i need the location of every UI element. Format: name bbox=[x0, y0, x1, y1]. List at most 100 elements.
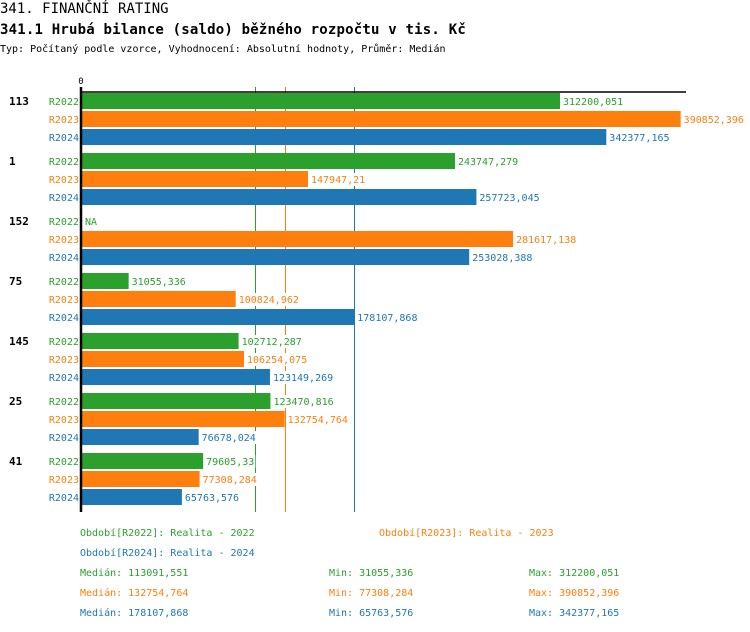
series-label-r2022: R2022 bbox=[49, 217, 79, 228]
category-label: 25 bbox=[9, 395, 22, 408]
data-label-r2024: 342377,165 bbox=[609, 133, 669, 144]
series-label-r2022: R2022 bbox=[49, 457, 79, 468]
data-label-r2024: 253028,388 bbox=[472, 253, 532, 264]
data-label-bg bbox=[130, 275, 187, 288]
data-label-bg bbox=[562, 95, 625, 108]
bar-r2023-25 bbox=[81, 411, 285, 427]
legend-min-r2022: Min: 31055,336 bbox=[329, 568, 414, 579]
category-label: 113 bbox=[9, 95, 29, 108]
bar-r2024-113 bbox=[81, 129, 607, 145]
data-label-bg bbox=[183, 491, 241, 504]
data-label-r2023: 100824,962 bbox=[239, 295, 299, 306]
legend-period-r2023: Období[R2023]: Realita - 2023 bbox=[379, 528, 554, 539]
legend-median-r2022: Medián: 113091,551 bbox=[80, 568, 189, 579]
series-label-r2023: R2023 bbox=[49, 175, 79, 186]
bar-r2023-75 bbox=[81, 291, 236, 307]
legend-period-r2024: Období[R2024]: Realita - 2024 bbox=[80, 548, 255, 559]
series-label-r2022: R2022 bbox=[49, 157, 79, 168]
bar-r2023-152 bbox=[81, 231, 514, 247]
data-label-bg bbox=[240, 335, 303, 348]
bar-chart: 113 R2022 312200,051 R2023 390852,396 R2024 34… bbox=[9, 77, 745, 512]
data-label-r2023: 281617,138 bbox=[516, 235, 576, 246]
x-tick-label: 0 bbox=[78, 77, 83, 87]
legend-median-r2024: Medián: 178107,868 bbox=[80, 608, 189, 619]
data-label-r2022: 312200,051 bbox=[563, 97, 623, 108]
series-label-r2024: R2024 bbox=[49, 433, 79, 444]
category-label: 152 bbox=[9, 215, 29, 228]
data-label-bg bbox=[237, 293, 300, 306]
data-label-r2022: 31055,336 bbox=[132, 277, 186, 288]
data-label-bg bbox=[271, 371, 335, 384]
data-label-r2022: 102712,287 bbox=[242, 337, 302, 348]
bar-r2023-113 bbox=[81, 111, 681, 127]
data-label-r2023: 147947,21 bbox=[311, 175, 365, 186]
series-label-r2022: R2022 bbox=[49, 337, 79, 348]
data-label-bg bbox=[84, 215, 99, 228]
bar-r2023-1 bbox=[81, 171, 308, 187]
data-label-r2023: 132754,764 bbox=[288, 415, 348, 426]
legend-period-r2022: Období[R2022]: Realita - 2022 bbox=[80, 528, 255, 539]
data-label-bg bbox=[286, 413, 349, 426]
data-label-bg bbox=[309, 173, 367, 186]
series-label-r2022: R2022 bbox=[49, 397, 79, 408]
data-label-r2022: 243747,279 bbox=[458, 157, 518, 168]
series-label-r2024: R2024 bbox=[49, 193, 79, 204]
data-label-bg bbox=[201, 473, 258, 486]
legend-min-r2024: Min: 65763,576 bbox=[329, 608, 414, 619]
section-title: 341. FINANČNÍ RATING bbox=[0, 1, 169, 17]
bar-r2024-41 bbox=[81, 489, 182, 505]
bar-r2024-1 bbox=[81, 189, 477, 205]
data-label-bg bbox=[682, 113, 745, 126]
bar-r2024-75 bbox=[81, 309, 355, 325]
series-label-r2023: R2023 bbox=[49, 355, 79, 366]
data-label-bg bbox=[471, 251, 534, 264]
series-label-r2022: R2022 bbox=[49, 277, 79, 288]
series-label-r2024: R2024 bbox=[49, 133, 79, 144]
legend-min-r2023: Min: 77308,284 bbox=[329, 588, 414, 599]
data-label-bg bbox=[356, 311, 419, 324]
data-label-r2024: 257723,045 bbox=[479, 193, 539, 204]
data-label-r2024: 76678,024 bbox=[202, 433, 256, 444]
category-label: 41 bbox=[9, 455, 23, 468]
series-label-r2023: R2023 bbox=[49, 235, 79, 246]
data-label-r2022: 123470,816 bbox=[273, 397, 333, 408]
bar-r2024-145 bbox=[81, 369, 270, 385]
legend-median-r2023: Medián: 132754,764 bbox=[80, 588, 189, 599]
data-label-bg bbox=[608, 131, 671, 144]
series-label-r2023: R2023 bbox=[49, 415, 79, 426]
category-label: 1 bbox=[9, 155, 16, 168]
data-label-r2023: 77308,284 bbox=[203, 475, 257, 486]
series-label-r2023: R2023 bbox=[49, 115, 79, 126]
bar-r2023-145 bbox=[81, 351, 245, 367]
bar-r2022-41 bbox=[81, 453, 204, 469]
category-label: 75 bbox=[9, 275, 22, 288]
data-label-bg bbox=[478, 191, 541, 204]
series-label-r2024: R2024 bbox=[49, 313, 79, 324]
data-label-bg bbox=[272, 395, 335, 408]
legend-max-r2023: Max: 390852,396 bbox=[529, 588, 620, 599]
data-label-r2022: 79605,33 bbox=[206, 457, 254, 468]
series-label-r2023: R2023 bbox=[49, 295, 79, 306]
data-label-bg bbox=[200, 431, 257, 444]
bar-r2022-1 bbox=[81, 153, 455, 169]
series-label-r2022: R2022 bbox=[49, 97, 79, 108]
data-label-r2024: 65763,576 bbox=[185, 493, 239, 504]
data-label-r2023: 106254,075 bbox=[247, 355, 307, 366]
data-label-r2023: 390852,396 bbox=[684, 115, 744, 126]
bar-r2024-152 bbox=[81, 249, 470, 265]
category-label: 145 bbox=[9, 335, 29, 348]
data-label-r2022: NA bbox=[85, 217, 97, 228]
data-label-r2024: 178107,868 bbox=[357, 313, 417, 324]
bar-r2022-145 bbox=[81, 333, 239, 349]
data-label-bg bbox=[515, 233, 578, 246]
series-label-r2024: R2024 bbox=[49, 373, 79, 384]
bar-r2022-113 bbox=[81, 93, 561, 109]
bar-r2024-25 bbox=[81, 429, 199, 445]
series-label-r2024: R2024 bbox=[49, 253, 79, 264]
bar-r2022-25 bbox=[81, 393, 271, 409]
data-label-bg bbox=[205, 455, 256, 468]
chart-title: 341.1 Hrubá bilance (saldo) běžného rozp… bbox=[0, 22, 466, 38]
data-label-r2024: 123149,269 bbox=[273, 373, 333, 384]
legend-max-r2022: Max: 312200,051 bbox=[529, 568, 620, 579]
data-label-bg bbox=[246, 353, 309, 366]
